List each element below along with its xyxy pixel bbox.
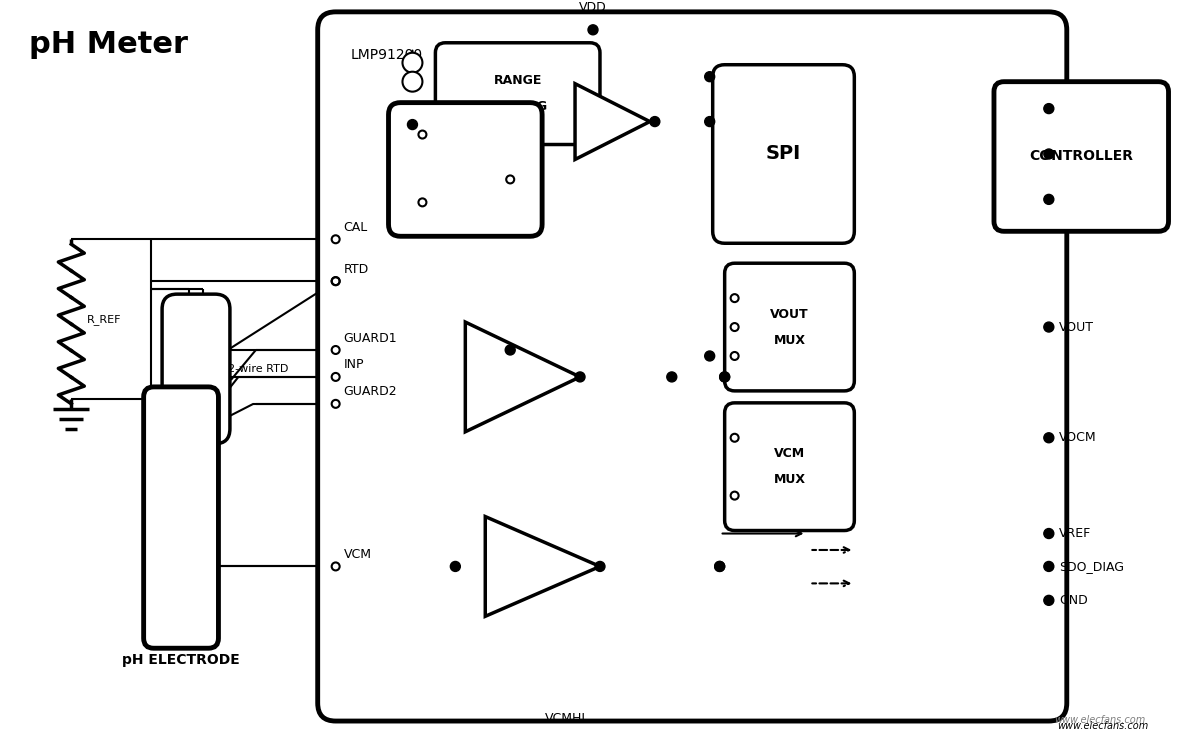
- Circle shape: [332, 346, 340, 354]
- Text: CAL: CAL: [344, 221, 367, 234]
- Text: SPI: SPI: [766, 145, 801, 164]
- Text: VDD: VDD: [579, 1, 607, 14]
- Text: CONTROLLER: CONTROLLER: [1030, 150, 1134, 164]
- Circle shape: [332, 277, 340, 285]
- Text: VOCM: VOCM: [1059, 431, 1096, 444]
- FancyBboxPatch shape: [436, 43, 600, 145]
- Text: R_REF: R_REF: [87, 314, 122, 325]
- FancyBboxPatch shape: [162, 294, 230, 444]
- Polygon shape: [465, 322, 580, 432]
- Text: LMP91200: LMP91200: [351, 48, 423, 62]
- Circle shape: [705, 117, 715, 126]
- Text: SETTING: SETTING: [488, 100, 548, 113]
- Text: SDI: SDI: [1059, 193, 1081, 206]
- Circle shape: [505, 345, 515, 355]
- Text: MUX: MUX: [774, 334, 805, 347]
- Circle shape: [731, 294, 738, 302]
- Text: VREF: VREF: [1059, 527, 1091, 540]
- Text: SDO_DIAG: SDO_DIAG: [1059, 560, 1124, 573]
- Text: INP: INP: [344, 359, 364, 371]
- Text: VCM: VCM: [774, 447, 805, 461]
- Circle shape: [332, 562, 340, 570]
- Circle shape: [332, 373, 340, 381]
- Text: +: +: [471, 396, 485, 414]
- Circle shape: [450, 562, 461, 571]
- Text: RANGE: RANGE: [494, 75, 542, 87]
- Circle shape: [1044, 103, 1053, 114]
- Circle shape: [1044, 562, 1053, 571]
- Circle shape: [731, 492, 738, 500]
- Text: GUARD2: GUARD2: [344, 385, 397, 399]
- Text: pH ELECTRODE: pH ELECTRODE: [122, 653, 240, 667]
- FancyBboxPatch shape: [725, 403, 854, 531]
- FancyBboxPatch shape: [318, 12, 1066, 721]
- Circle shape: [731, 434, 738, 442]
- Circle shape: [719, 372, 730, 382]
- Text: VCM: VCM: [344, 548, 372, 561]
- Text: CSB: CSB: [1059, 102, 1084, 115]
- FancyBboxPatch shape: [389, 103, 542, 236]
- Circle shape: [1044, 194, 1053, 204]
- Text: www.elecfans.com: www.elecfans.com: [1055, 715, 1146, 725]
- Circle shape: [418, 131, 426, 139]
- FancyBboxPatch shape: [994, 82, 1168, 231]
- Text: RTD: RTD: [344, 263, 368, 276]
- Text: 2-wire RTD: 2-wire RTD: [228, 364, 288, 374]
- Circle shape: [715, 562, 725, 571]
- Circle shape: [332, 277, 340, 285]
- Circle shape: [588, 25, 598, 35]
- Circle shape: [403, 72, 423, 92]
- Text: VOUT: VOUT: [1059, 320, 1094, 334]
- Circle shape: [595, 562, 605, 571]
- FancyBboxPatch shape: [725, 263, 854, 391]
- Circle shape: [719, 372, 730, 382]
- Polygon shape: [575, 83, 650, 159]
- Text: www.elecfans.com: www.elecfans.com: [1057, 721, 1149, 731]
- Circle shape: [1044, 149, 1053, 159]
- Circle shape: [705, 72, 715, 82]
- FancyBboxPatch shape: [144, 387, 218, 648]
- Circle shape: [650, 117, 660, 126]
- Circle shape: [507, 176, 514, 184]
- Text: BUFFER: BUFFER: [509, 573, 557, 584]
- Circle shape: [705, 351, 715, 361]
- FancyBboxPatch shape: [712, 65, 854, 244]
- Circle shape: [1044, 322, 1053, 332]
- Text: VCM: VCM: [517, 545, 549, 558]
- Circle shape: [332, 400, 340, 408]
- Circle shape: [1044, 528, 1053, 539]
- Text: MUX: MUX: [774, 473, 805, 486]
- Circle shape: [332, 235, 340, 244]
- Circle shape: [407, 120, 417, 130]
- Circle shape: [1044, 432, 1053, 443]
- Circle shape: [418, 199, 426, 207]
- Circle shape: [715, 562, 725, 571]
- Text: pH Meter: pH Meter: [30, 30, 189, 59]
- Circle shape: [731, 323, 738, 331]
- Text: BUFFER: BUFFER: [489, 384, 537, 394]
- Text: VOUT: VOUT: [770, 308, 809, 320]
- Text: pH: pH: [503, 356, 523, 368]
- Circle shape: [731, 352, 738, 360]
- Text: GUARD1: GUARD1: [344, 331, 397, 345]
- Text: GND: GND: [1059, 594, 1088, 607]
- Circle shape: [667, 372, 677, 382]
- Polygon shape: [485, 517, 600, 616]
- Circle shape: [403, 52, 423, 73]
- Circle shape: [1044, 596, 1053, 605]
- Circle shape: [575, 372, 585, 382]
- Text: VCMHI: VCMHI: [544, 711, 586, 725]
- Text: SCLK: SCLK: [1059, 148, 1091, 160]
- Text: PGA: PGA: [589, 114, 621, 128]
- Text: −: −: [471, 341, 485, 359]
